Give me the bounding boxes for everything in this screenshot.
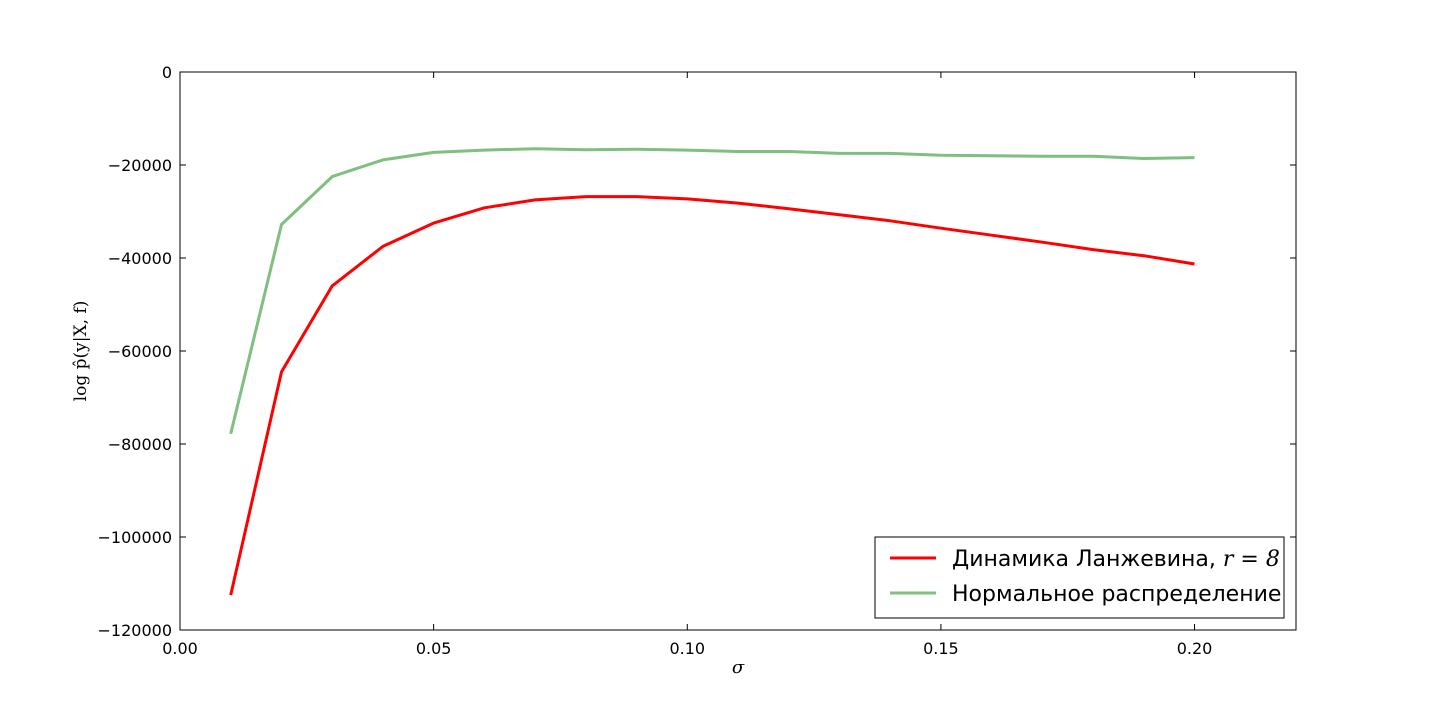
x-tick-label: 0.05 [416,639,452,658]
x-tick-label: 0.00 [162,639,198,658]
y-tick-label: 0 [162,63,172,82]
series-line-langevin [229,195,1195,596]
x-axis-ticks: 0.00 0.05 0.10 0.15 0.20 [162,72,1212,658]
y-tick-label: −40000 [108,249,172,268]
y-tick-label: −120000 [98,621,172,640]
x-tick-label: 0.15 [923,639,959,658]
y-tick-label: −20000 [108,156,172,175]
legend: Динамика Ланжевина, r = 8 Нормальное рас… [874,536,1285,619]
x-tick-label: 0.20 [1177,639,1213,658]
legend-entry-normal: Нормальное распределение [952,582,1281,607]
y-axis-ticks: 0 −20000 −40000 −60000 −80000 −100000 −120000 [98,63,1296,640]
legend-entry-langevin-name: Динамика Ланжевина, [952,547,1223,572]
x-tick-label: 0.10 [669,639,705,658]
legend-entry-langevin: Динамика Ланжевина, r = 8 [952,547,1280,572]
y-tick-label: −60000 [108,342,172,361]
y-tick-label: −80000 [108,435,172,454]
series-line-normal [229,147,1195,435]
series-lines [229,147,1195,596]
legend-entry-langevin-math: r = 8 [1223,547,1280,572]
legend-box [874,536,1285,619]
x-axis-label: σ [732,657,745,678]
y-axis-label: log p̂(y|X, f) [71,301,91,402]
y-tick-label: −100000 [98,528,172,547]
